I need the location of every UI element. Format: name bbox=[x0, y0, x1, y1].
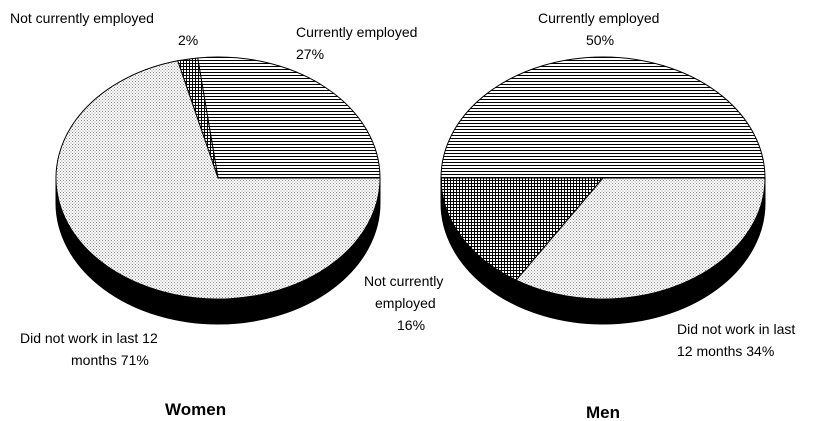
women-slice-currently-employed bbox=[197, 56, 381, 179]
men-label-employed-pct: 50% bbox=[586, 32, 614, 48]
women-label-did-not-work-line1: Did not work in last 12 bbox=[20, 330, 158, 346]
men-label-did-not-work-line1: Did not work in last bbox=[677, 321, 795, 337]
men-slice-did-not-work bbox=[515, 177, 766, 300]
women-slice-did-not-work bbox=[55, 60, 381, 300]
women-label-employed-pct: 27% bbox=[296, 46, 324, 62]
pie-men bbox=[440, 56, 766, 325]
men-pie-title: Men bbox=[586, 403, 620, 421]
pie-women bbox=[55, 56, 381, 325]
women-label-not-employed-name: Not currently employed bbox=[10, 10, 154, 26]
men-label-not-employed-pct: 16% bbox=[397, 317, 425, 333]
women-label-not-employed-pct: 2% bbox=[178, 32, 198, 48]
men-label-not-employed-line2: employed bbox=[375, 295, 436, 311]
men-label-not-employed-line1: Not currently bbox=[364, 273, 443, 289]
men-label-did-not-work-line2: 12 months 34% bbox=[677, 343, 774, 359]
men-label-employed-name: Currently employed bbox=[538, 10, 659, 26]
women-label-employed-name: Currently employed bbox=[296, 24, 417, 40]
men-slice-not-currently-employed bbox=[440, 177, 605, 281]
women-pie-title: Women bbox=[165, 400, 226, 419]
women-label-did-not-work-line2: months 71% bbox=[71, 352, 149, 368]
men-slice-currently-employed bbox=[440, 56, 766, 179]
